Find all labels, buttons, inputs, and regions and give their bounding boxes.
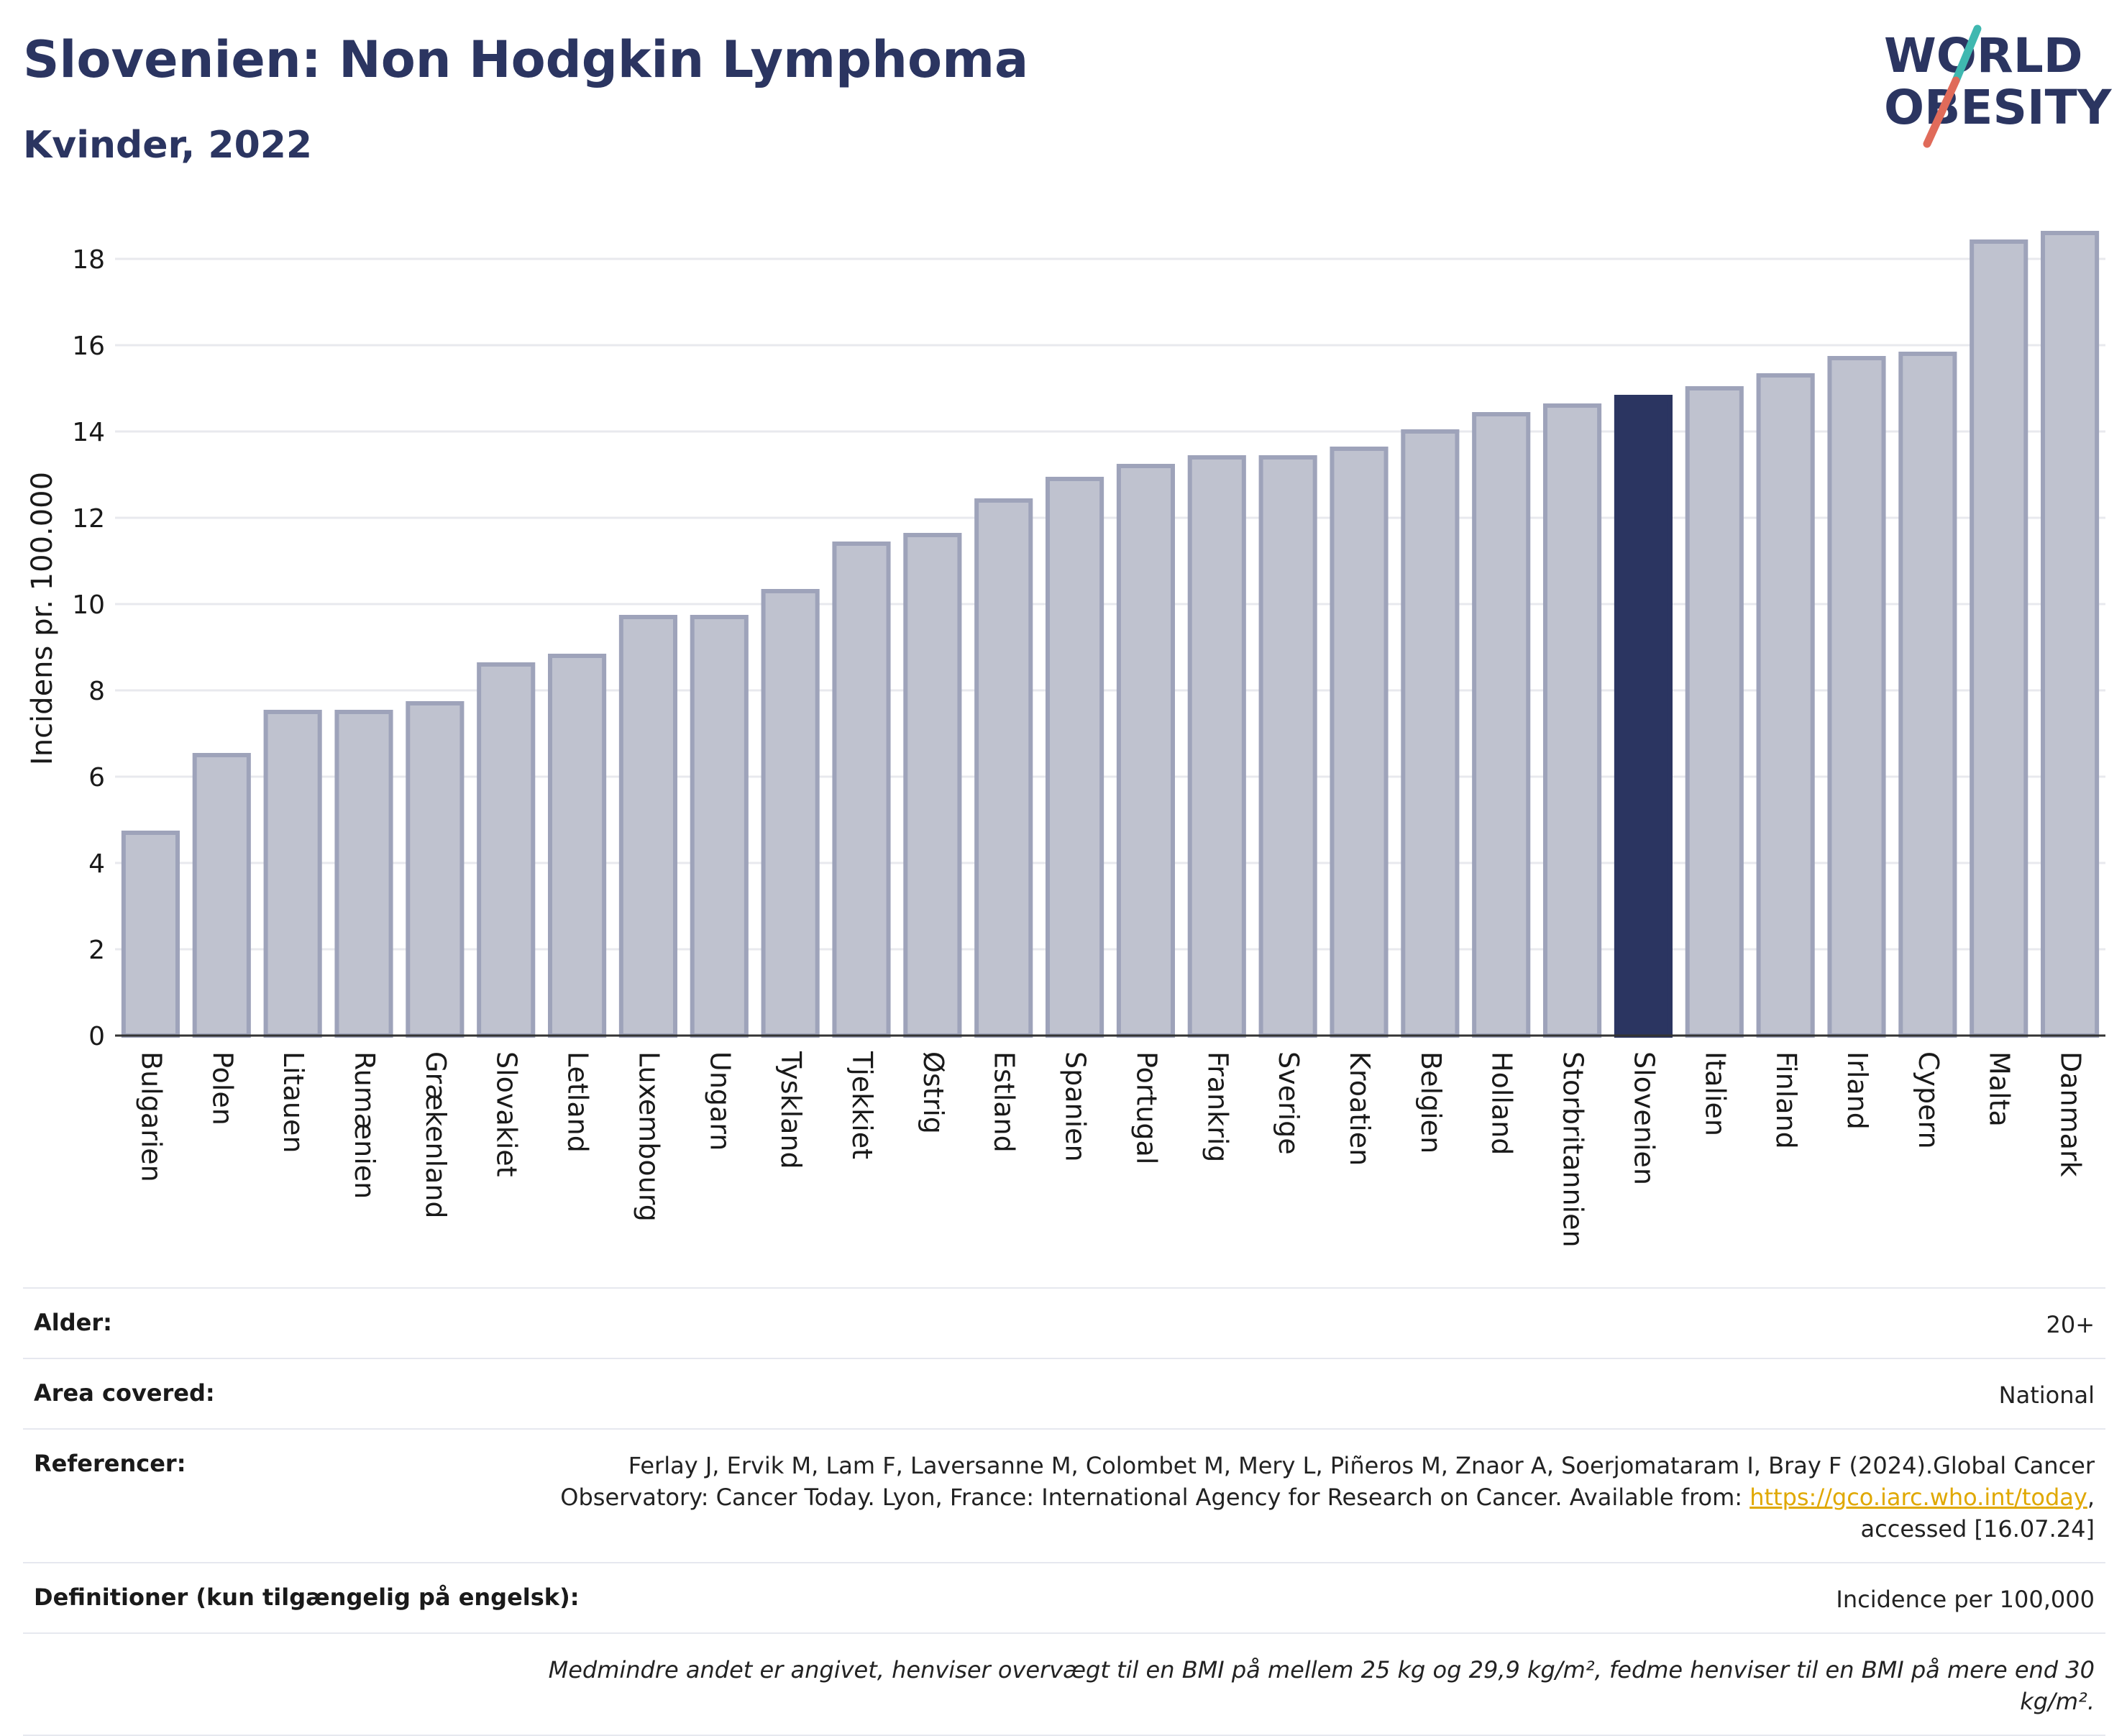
obesity-note: Medmindre andet er angivet, henviser ove… <box>548 1656 2095 1715</box>
y-axis-label: Incidens pr. 100.000 <box>26 472 59 765</box>
page-subtitle: Kvinder, 2022 <box>23 124 313 167</box>
x-tick-label: Estland <box>989 1051 1020 1153</box>
x-tick-label: Cypern <box>1913 1051 1944 1149</box>
reference-link[interactable]: https://gco.iarc.who.int/today <box>1749 1484 2087 1511</box>
x-tick-label: Holland <box>1486 1051 1518 1155</box>
bar <box>1258 455 1317 1038</box>
x-tick-label: Rumænien <box>349 1051 380 1199</box>
x-tick-label: Luxembourg <box>633 1051 664 1222</box>
y-tick-label: 4 <box>88 849 105 879</box>
logo-line1: WORLD <box>1884 28 2083 83</box>
x-tick-label: Italien <box>1699 1051 1731 1136</box>
bar <box>334 710 393 1038</box>
info-row-references: Referencer: Ferlay J, Ervik M, Lam F, La… <box>23 1428 2105 1562</box>
x-tick-label: Frankrig <box>1202 1051 1233 1162</box>
bar <box>832 542 891 1038</box>
x-tick-label: Slovakiet <box>491 1051 523 1177</box>
bar <box>1756 373 1815 1038</box>
bar-highlight <box>1614 395 1673 1038</box>
definitions-label: Definitioner (kun tilgængelig på engelsk… <box>34 1584 580 1611</box>
x-tick-label: Spanien <box>1060 1051 1092 1162</box>
x-tick-label: Finland <box>1770 1051 1802 1149</box>
area-label: Area covered: <box>34 1379 215 1407</box>
bar <box>1330 447 1389 1038</box>
info-table: Alder: 20+ Area covered: National Refere… <box>23 1287 2105 1736</box>
y-tick-label: 8 <box>88 677 105 706</box>
area-value: National <box>1998 1381 2095 1409</box>
x-tick-label: Tjekkiet <box>846 1051 878 1159</box>
bar <box>1827 356 1886 1038</box>
reference-text-1: Ferlay J, Ervik M, Lam F, Laversanne M, … <box>560 1452 2095 1511</box>
age-label: Alder: <box>34 1309 112 1336</box>
x-tick-label: Kroatien <box>1344 1051 1376 1166</box>
bar <box>618 615 677 1038</box>
x-tick-label: Litauen <box>278 1051 309 1153</box>
y-tick-label: 16 <box>72 332 105 361</box>
logo-line2: OBESITY <box>1884 80 2113 135</box>
info-row-area: Area covered: National <box>23 1358 2105 1428</box>
bar <box>903 533 962 1038</box>
x-tick-label: Danmark <box>2055 1051 2087 1177</box>
y-tick-label: 0 <box>88 1022 105 1051</box>
x-tick-label: Grækenland <box>420 1051 452 1219</box>
y-tick-label: 6 <box>88 763 105 792</box>
x-tick-label: Belgien <box>1415 1051 1447 1153</box>
bar <box>121 831 180 1038</box>
bar <box>477 662 536 1038</box>
x-tick-label: Sverige <box>1273 1051 1304 1155</box>
y-tick-label: 12 <box>72 504 105 534</box>
x-tick-label: Letland <box>562 1051 594 1153</box>
bar <box>1970 239 2028 1038</box>
definitions-value: Incidence per 100,000 <box>1836 1586 2095 1613</box>
world-obesity-logo: WORLD OBESITY <box>1884 24 2113 148</box>
bar <box>761 589 820 1038</box>
y-tick-label: 18 <box>72 245 105 275</box>
x-tick-label: Polen <box>206 1051 238 1125</box>
bar <box>263 710 322 1038</box>
bar <box>192 753 251 1038</box>
x-tick-label: Storbritannien <box>1557 1051 1589 1248</box>
bar <box>1898 352 1957 1038</box>
info-row-definitions: Definitioner (kun tilgængelig på engelsk… <box>23 1562 2105 1632</box>
logo-slash-teal <box>1952 24 1982 85</box>
x-tick-label: Tyskland <box>775 1051 807 1169</box>
bar <box>1401 429 1460 1038</box>
y-tick-label: 14 <box>72 418 105 447</box>
y-tick-label: 2 <box>88 936 105 965</box>
x-tick-label: Malta <box>1984 1051 2016 1127</box>
x-tick-label: Bulgarien <box>135 1051 167 1182</box>
bar <box>974 498 1033 1038</box>
references-label: Referencer: <box>34 1450 186 1477</box>
y-tick-label: 10 <box>72 590 105 620</box>
bar <box>1187 455 1246 1038</box>
info-row-note: Medmindre andet er angivet, henviser ove… <box>23 1632 2105 1736</box>
bar <box>1116 464 1175 1038</box>
x-tick-label: Slovenien <box>1628 1051 1660 1185</box>
x-tick-label: Portugal <box>1130 1051 1162 1164</box>
bar <box>2041 231 2100 1038</box>
x-tick-label: Ungarn <box>704 1051 736 1151</box>
bar <box>1472 412 1531 1038</box>
bar <box>548 654 607 1038</box>
bar <box>1685 386 1744 1038</box>
reference-text-2: , accessed [16.07.24] <box>1860 1484 2095 1543</box>
references-value: Ferlay J, Ervik M, Lam F, Laversanne M, … <box>513 1450 2095 1545</box>
logo-slash-red <box>1923 76 1960 148</box>
bar-chart: 0 2 4 6 8 10 12 14 16 18 Bulgarien Polen Litauen Rumæ… <box>26 231 2105 1248</box>
age-value: 20+ <box>2046 1311 2095 1338</box>
x-tick-label: Østrig <box>918 1051 949 1134</box>
bar <box>406 701 465 1038</box>
info-row-age: Alder: 20+ <box>23 1287 2105 1358</box>
bar <box>690 615 749 1038</box>
bar <box>1046 477 1104 1038</box>
page-title: Slovenien: Non Hodgkin Lymphoma <box>23 30 1029 89</box>
x-tick-label: Irland <box>1842 1051 1873 1130</box>
bar <box>1543 403 1602 1038</box>
